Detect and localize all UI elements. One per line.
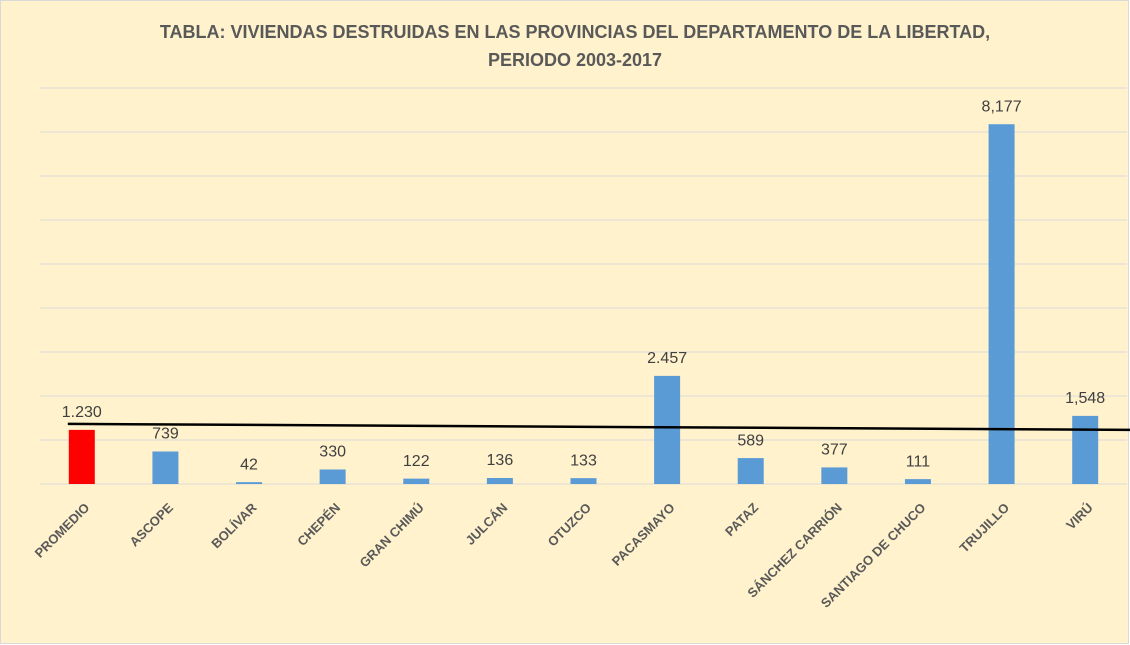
data-label: 111 (906, 453, 930, 470)
data-label: 377 (821, 442, 848, 459)
data-label: 133 (570, 452, 597, 469)
bar (319, 469, 346, 484)
data-label: 330 (319, 444, 346, 461)
bar (904, 479, 931, 484)
data-label: 1,548 (1065, 390, 1105, 407)
data-label: 8,177 (982, 98, 1022, 115)
data-label: 1.230 (62, 404, 102, 421)
bar (570, 478, 597, 484)
bar (654, 375, 681, 484)
bar (1072, 415, 1099, 484)
data-label: 122 (403, 453, 430, 470)
chart-title: PERIODO 2003-2017 (488, 50, 662, 70)
bar (236, 482, 263, 484)
data-label: 739 (152, 426, 179, 443)
data-label: 2.457 (647, 350, 687, 367)
bar (403, 478, 430, 484)
data-label: 136 (487, 452, 514, 469)
data-label: 42 (240, 456, 258, 473)
bar (152, 451, 179, 484)
bar (737, 458, 764, 484)
bar (68, 429, 95, 484)
bar (988, 124, 1015, 484)
average-line (67, 422, 1130, 432)
bar (486, 478, 513, 484)
data-label: 589 (737, 432, 764, 449)
bar (821, 467, 848, 484)
chart-title: TABLA: VIVIENDAS DESTRUIDAS EN LAS PROVI… (160, 22, 990, 42)
